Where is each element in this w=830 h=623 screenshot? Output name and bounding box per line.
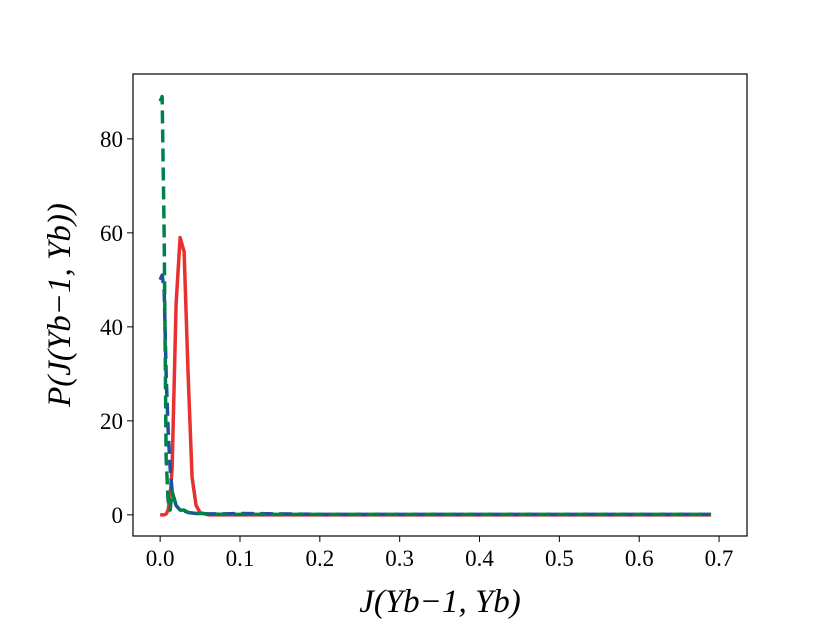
- series-line: [158, 273, 712, 517]
- series-line: [160, 235, 712, 517]
- y-tick-label: 60: [100, 221, 123, 246]
- y-tick-label: 20: [100, 409, 123, 434]
- series-line: [158, 94, 712, 517]
- y-tick-label: 80: [100, 127, 123, 152]
- y-tick-label: 0: [112, 503, 124, 528]
- x-tick-label: 0.3: [385, 546, 414, 571]
- x-tick-label: 0.2: [305, 546, 334, 571]
- x-axis-label: J(Yb−1, Yb): [359, 584, 521, 620]
- plot-frame: [132, 73, 748, 537]
- x-tick-label: 0.6: [625, 546, 654, 571]
- x-tick-label: 0.0: [146, 546, 175, 571]
- x-tick-label: 0.5: [545, 546, 574, 571]
- y-axis-label: P(J(Yb−1, Yb)): [42, 203, 78, 408]
- x-tick-label: 0.4: [465, 546, 494, 571]
- x-tick-label: 0.7: [705, 546, 734, 571]
- y-tick-label: 40: [100, 315, 123, 340]
- x-tick-label: 0.1: [226, 546, 255, 571]
